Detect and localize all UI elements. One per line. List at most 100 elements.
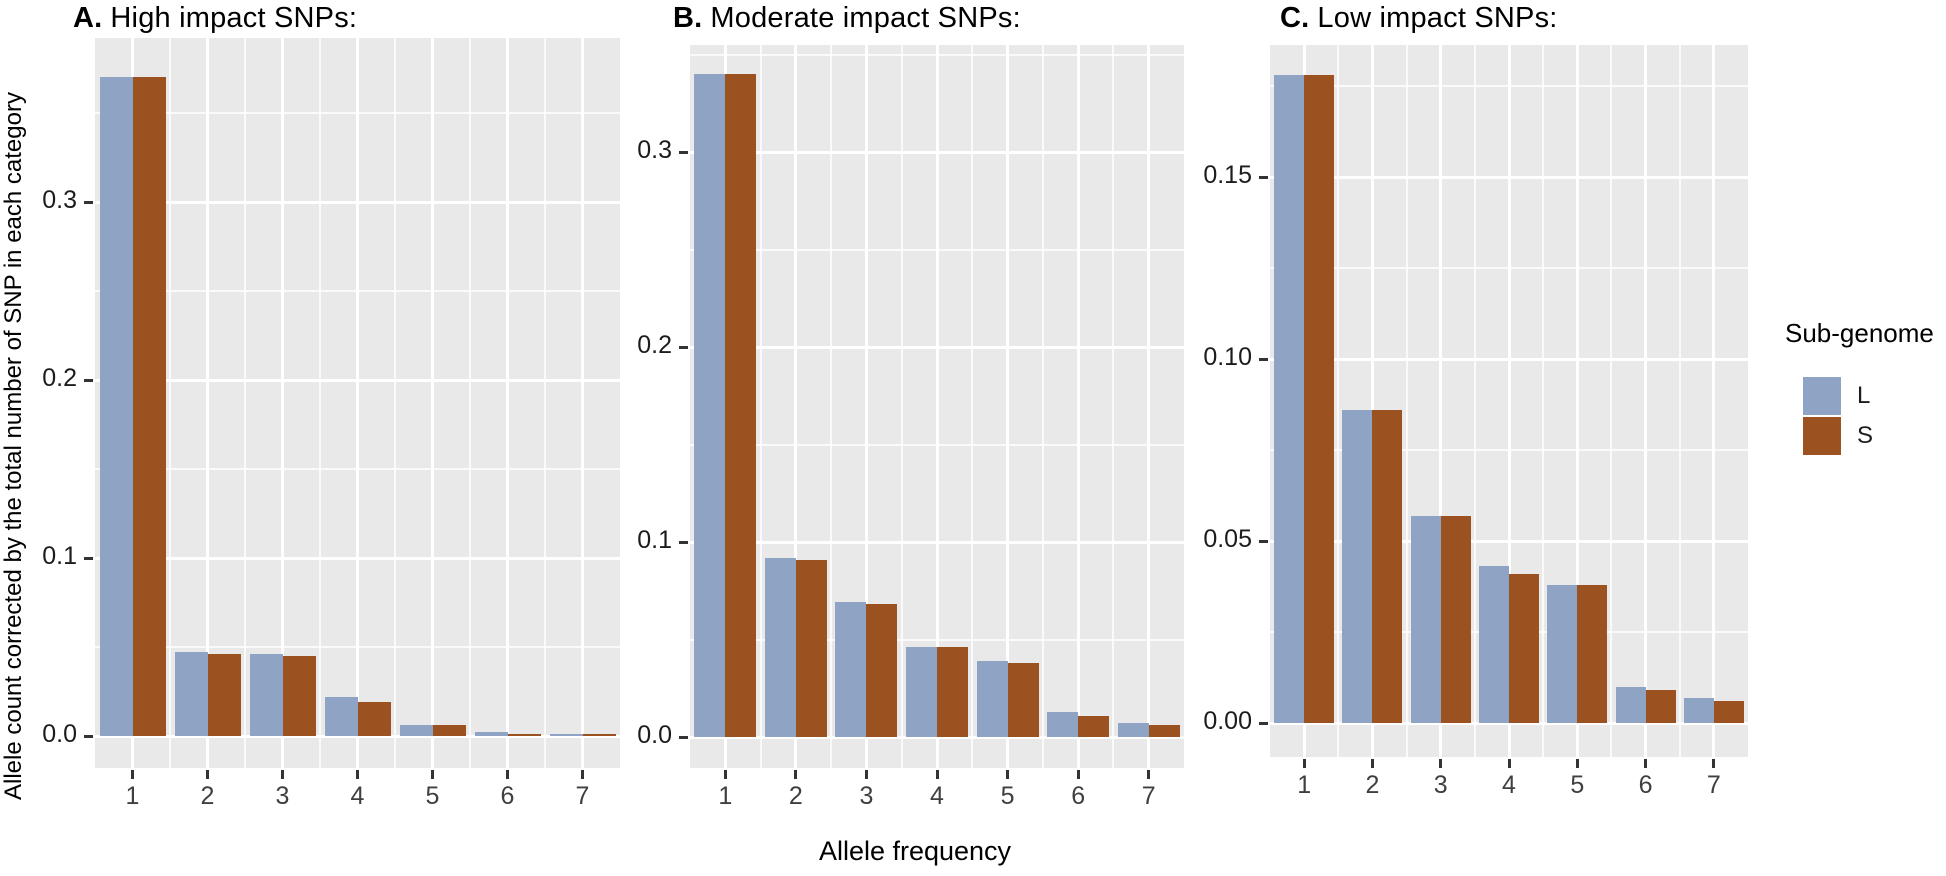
x-tick-label: 5	[1570, 771, 1585, 799]
y-tick-mark	[679, 736, 688, 739]
x-tick-mark	[1302, 759, 1306, 768]
x-tick-mark	[723, 770, 727, 779]
gridline-v-major	[431, 38, 434, 768]
gridline-v-major	[356, 38, 359, 768]
gridline-v-major	[794, 45, 798, 768]
gridline-v-minor	[1678, 45, 1681, 757]
x-tick-label: 3	[275, 782, 290, 810]
gridline-v-major	[1370, 45, 1374, 757]
y-tick-mark	[1259, 176, 1268, 179]
gridline-v-minor	[544, 38, 546, 768]
panel-b-title: B. Moderate impact SNPs:	[673, 2, 1021, 35]
gridline-h-minor	[690, 248, 1184, 251]
y-tick-label: 0.1	[637, 526, 672, 554]
bar-S-5	[1007, 662, 1039, 737]
gridline-h-major	[95, 201, 620, 204]
x-tick-label: 2	[200, 782, 215, 810]
bar-L-2	[1342, 409, 1373, 723]
plot-area-A	[95, 38, 620, 768]
bar-S-7	[1148, 725, 1180, 737]
x-tick-label: 3	[859, 782, 874, 810]
gridline-v-minor	[244, 38, 246, 768]
y-tick-mark	[84, 735, 93, 738]
x-tick-label: 7	[575, 782, 590, 810]
gridline-h-minor	[1270, 85, 1748, 87]
x-tick-mark	[581, 770, 584, 779]
bar-S-1	[1304, 75, 1335, 723]
y-tick-mark	[1259, 358, 1268, 361]
gridline-v-minor	[830, 45, 833, 768]
y-tick-label: 0.0	[42, 720, 77, 748]
y-tick-label: 0.15	[1203, 161, 1252, 189]
x-tick-mark	[1575, 759, 1579, 768]
gridline-h-minor	[95, 112, 620, 114]
bar-L-1	[1274, 75, 1305, 723]
y-tick-label: 0.2	[42, 364, 77, 392]
gridline-h-major	[95, 379, 620, 382]
gridline-v-minor	[1473, 45, 1476, 757]
x-tick-mark	[1712, 759, 1716, 768]
gridline-v-minor	[1610, 45, 1613, 757]
gridline-v-major	[1575, 45, 1579, 757]
y-tick-mark	[84, 379, 93, 382]
x-tick-mark	[356, 770, 359, 779]
bar-L-4	[905, 647, 937, 737]
x-axis-label: Allele frequency	[818, 836, 1012, 866]
gridline-h-minor	[1270, 267, 1748, 269]
y-tick-mark	[1259, 540, 1268, 543]
bar-L-3	[1410, 515, 1441, 723]
legend-label-S: S	[1857, 422, 1874, 449]
bar-L-6	[1047, 711, 1079, 737]
x-tick-label: 4	[1502, 771, 1516, 799]
bar-L-5	[399, 725, 433, 736]
x-tick-label: 1	[718, 782, 733, 810]
gridline-v-minor	[1542, 45, 1545, 757]
y-tick-label: 0.05	[1203, 525, 1252, 553]
gridline-v-minor	[169, 38, 171, 768]
gridline-v-major	[1147, 45, 1151, 768]
bar-S-1	[725, 74, 757, 737]
gridline-h-major	[690, 736, 1184, 739]
bar-L-2	[764, 557, 796, 737]
gridline-h-minor	[690, 638, 1184, 641]
bar-S-3	[1440, 515, 1471, 723]
legend-label-L: L	[1857, 382, 1871, 409]
x-tick-mark	[131, 770, 134, 779]
gridline-v-minor	[1337, 45, 1340, 757]
panel-c-title-prefix: C.	[1280, 2, 1310, 34]
gridline-v-major	[206, 38, 209, 768]
gridline-h-major	[1270, 358, 1748, 361]
y-tick-mark	[1259, 722, 1268, 725]
x-tick-mark	[1147, 770, 1151, 779]
x-tick-mark	[506, 770, 509, 779]
gridline-h-minor	[1270, 449, 1748, 451]
x-tick-label: 3	[1433, 771, 1448, 799]
x-tick-mark	[1507, 759, 1511, 768]
x-tick-mark	[1370, 759, 1374, 768]
panel-b-title-text: Moderate impact SNPs:	[710, 2, 1021, 34]
gridline-v-major	[581, 38, 584, 768]
bar-L-7	[1683, 697, 1714, 723]
gridline-h-minor	[95, 646, 620, 648]
x-tick-mark	[794, 770, 798, 779]
gridline-v-minor	[1041, 45, 1044, 768]
y-tick-label: 0.00	[1203, 707, 1252, 735]
gridline-v-major	[506, 38, 509, 768]
bar-S-2	[795, 559, 827, 737]
gridline-h-minor	[690, 53, 1184, 56]
gridline-h-minor	[95, 468, 620, 470]
gridline-v-major	[1644, 45, 1648, 757]
legend-title: Sub-genome	[1785, 318, 1934, 348]
x-tick-mark	[864, 770, 868, 779]
gridline-h-major	[95, 735, 620, 738]
gridline-v-minor	[319, 38, 321, 768]
gridline-v-minor	[469, 38, 471, 768]
y-tick-mark	[679, 346, 688, 349]
x-tick-mark	[281, 770, 284, 779]
bar-S-1	[132, 77, 166, 736]
bar-S-7	[1713, 701, 1744, 723]
x-tick-label: 6	[500, 782, 515, 810]
bar-S-2	[207, 654, 241, 736]
legend-swatch-L	[1803, 377, 1841, 415]
